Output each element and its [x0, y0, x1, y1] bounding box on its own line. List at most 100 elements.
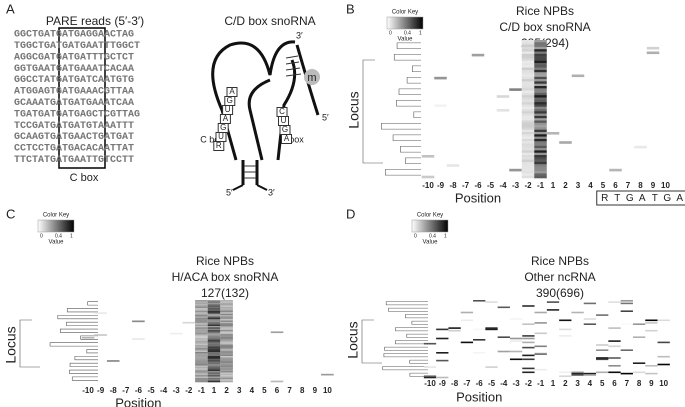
d-box-letter: G — [282, 125, 288, 134]
heat-cell — [521, 118, 535, 121]
heat-cell — [220, 304, 233, 306]
methyl-mark — [304, 69, 320, 85]
heat-cell — [521, 90, 535, 94]
x-tick-label: 6 — [612, 379, 617, 388]
heat-cell — [195, 358, 208, 361]
dendrogram — [385, 301, 428, 306]
heat-cell — [423, 366, 437, 368]
key-tick: 0 — [40, 233, 43, 239]
heat-cell — [195, 366, 208, 369]
heat-cell — [534, 353, 547, 355]
dendrogram — [409, 372, 428, 377]
heat-cell — [448, 327, 461, 329]
heat-cell — [596, 314, 609, 316]
heat-cell — [583, 318, 597, 320]
heat-cell — [195, 317, 208, 320]
heat-cell — [521, 67, 535, 71]
heat-cell — [195, 313, 208, 316]
motif-letter: G — [626, 193, 634, 204]
heat-cell — [521, 42, 535, 45]
heat-cell — [521, 134, 535, 137]
heat-cell — [195, 361, 208, 364]
heat-cell — [195, 315, 208, 317]
heat-cell — [220, 328, 233, 331]
x-tick-label: -10 — [424, 379, 436, 388]
pare-read: CCTCCTGATGACACAATTAT — [14, 144, 134, 155]
heat-cell — [195, 335, 208, 338]
panel-label: D — [346, 206, 355, 221]
heat-cell — [436, 376, 449, 379]
heat-cell — [521, 40, 535, 43]
heat-cell — [657, 363, 670, 366]
heat-cell — [207, 365, 221, 368]
heat-cell — [471, 53, 485, 57]
motif-letter: A — [676, 193, 683, 204]
heat-cell — [546, 309, 560, 311]
heat-cell — [522, 346, 535, 349]
heat-cell — [207, 320, 221, 323]
heat-cell — [583, 374, 597, 376]
heat-cell — [270, 380, 284, 383]
heat-cell — [220, 335, 233, 338]
heat-cell — [583, 302, 597, 305]
x-tick-label: 7 — [287, 386, 292, 395]
dendrogram — [395, 340, 428, 345]
heat-cell — [534, 145, 547, 149]
heat-cell — [509, 350, 523, 353]
heat-cell — [220, 358, 233, 361]
heat-cell — [207, 345, 221, 347]
x-tick-label: 10 — [323, 386, 332, 395]
c-box-cell — [213, 141, 225, 151]
heat-cell — [534, 150, 547, 153]
heat-cell — [195, 301, 208, 304]
panel-label: A — [6, 1, 15, 16]
pare-read: TGATGATGATGAGCTCGTTAG — [14, 109, 140, 120]
heat-cell — [220, 302, 233, 305]
heat-cell — [436, 337, 449, 340]
heat-cell — [207, 317, 221, 320]
x-tick-label: -4 — [499, 181, 507, 190]
panel-title: 390(696) — [536, 286, 584, 300]
heat-cell — [521, 127, 535, 130]
heat-cell — [632, 362, 646, 364]
dendrogram — [413, 111, 421, 118]
heat-cell — [620, 323, 633, 325]
heat-cell — [521, 65, 535, 68]
heat-cell — [195, 319, 208, 321]
heat-cell — [195, 349, 208, 351]
heat-cell — [534, 99, 547, 103]
heat-cell — [620, 302, 633, 305]
dendrogram — [384, 169, 421, 176]
heat-cell — [195, 316, 208, 319]
heat-cell — [534, 134, 547, 137]
heat-cell — [521, 129, 535, 133]
heat-cell — [207, 379, 221, 381]
key-tick: 0.4 — [55, 233, 62, 239]
dendrogram — [361, 319, 382, 364]
heat-cell — [220, 371, 233, 373]
end-label: 3′ — [296, 30, 303, 40]
heat-cell — [207, 354, 221, 357]
x-tick-label: 4 — [250, 386, 255, 395]
heat-cell — [534, 79, 547, 82]
heat-cell — [521, 74, 535, 78]
heat-cell — [207, 306, 221, 309]
heat-cell — [522, 337, 535, 340]
heat-cell — [434, 76, 447, 80]
heat-cell — [620, 310, 633, 312]
heat-cell — [534, 129, 547, 133]
key-tick: 0.4 — [404, 30, 411, 36]
heat-cell — [195, 364, 208, 366]
heat-cell — [195, 345, 208, 347]
heat-cell — [195, 339, 208, 342]
heat-cell — [220, 365, 233, 368]
heat-cell — [521, 69, 535, 73]
heat-cell — [521, 166, 535, 170]
x-tick-label: 7 — [626, 181, 631, 190]
x-tick-label: 4 — [588, 379, 593, 388]
heat-cell — [521, 106, 535, 110]
c-box-caption: C box — [70, 172, 99, 184]
dendrogram — [392, 134, 421, 141]
heat-cell — [509, 337, 523, 340]
heat-cell — [195, 353, 208, 355]
